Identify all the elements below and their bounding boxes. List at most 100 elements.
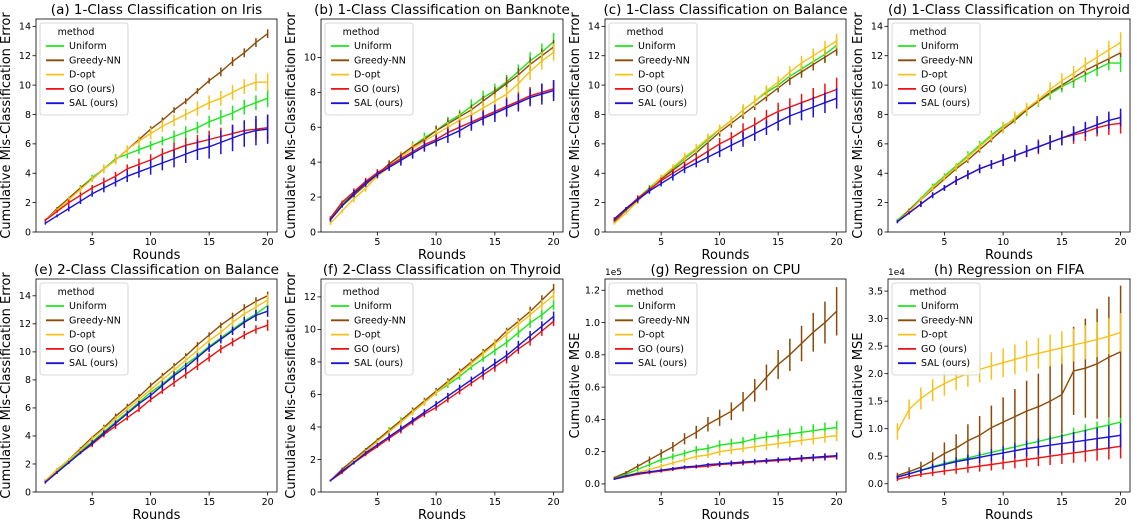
legend-entry: Greedy-NN [638,315,690,326]
series-line [329,288,555,482]
series-line [897,445,1121,480]
plot-frame [887,18,1131,233]
legend-entry: D-opt [69,330,96,341]
series-line [896,41,1121,223]
legend-entry: Greedy-NN [921,315,973,326]
series-d-opt [44,73,269,222]
chart-panel: (e) 2-Class Classification on Balance Cum… [0,262,279,523]
x-tick-label: 20 [831,497,843,508]
series-d-opt [613,33,838,225]
legend-entry: SAL (ours) [921,98,970,109]
series-sal-ours [613,88,838,221]
y-tick-label: 4 [25,431,31,442]
legend: method Uniform Greedy-NN D-opt GO (ours) SAL … [39,282,129,376]
legend-entry: Uniform [354,41,392,52]
x-axis-label: Rounds [702,248,750,263]
series-line [896,122,1121,223]
x-tick-label: 5 [374,497,380,508]
legend-entry: Uniform [921,41,959,52]
y-tick-label: 0 [310,487,316,498]
plot-frame [320,278,564,493]
y-axis-label: Cumulative Mis-Classification Error [0,12,14,239]
x-axis-label: Rounds [133,508,181,523]
y-tick-label: 1.2 [585,286,600,297]
y-scale-label: 1e5 [605,268,622,278]
y-tick-label: 0 [25,227,31,238]
y-tick-label: 1.0 [868,424,883,435]
legend-entry: Greedy-NN [69,315,121,326]
series-line [329,46,555,221]
y-tick-label: 2 [25,459,31,470]
x-tick-label: 10 [145,237,157,248]
y-tick-label: 2 [877,198,883,209]
y-tick-label: 0 [25,487,31,498]
y-tick-label: 0.2 [585,447,600,458]
plot-frame [320,18,564,233]
y-tick-label: 1.0 [585,318,600,329]
legend-entry: GO (ours) [69,84,115,95]
y-tick-label: 3.0 [868,314,883,325]
series-line [44,127,268,221]
y-tick-label: 0 [310,227,316,238]
chart-title: (e) 2-Class Classification on Balance [34,262,279,278]
y-tick-label: 6 [877,139,883,150]
legend-entry: SAL (ours) [638,98,687,109]
x-tick-label: 10 [714,237,726,248]
y-tick-label: 1.5 [868,396,883,407]
y-tick-label: 6 [25,139,31,150]
series-line [330,320,555,482]
plot-frame [35,278,278,493]
y-tick-label: 10 [304,325,316,336]
legend: method Uniform Greedy-NN D-opt GO (ours) SAL … [891,282,981,376]
series-line [44,295,268,482]
y-scale-label: 1e4 [888,268,905,278]
legend-entry: D-opt [921,330,948,341]
series-sal-ours [44,305,269,484]
y-tick-label: 4 [877,169,883,180]
legend-entry: Uniform [638,41,676,52]
series-sal-ours [329,80,555,222]
chart-panel: (f) 2-Class Classification on Thyroid Cum… [284,262,564,523]
chart-panel: (c) 1-Class Classification on Balance Cum… [568,2,848,263]
series-line [329,88,554,219]
x-tick-label: 10 [145,497,157,508]
legend: method Uniform Greedy-NN D-opt GO (ours) SAL … [608,282,698,376]
legend-entry: Greedy-NN [354,55,406,66]
y-tick-label: 6 [310,123,316,134]
legend-title: method [910,27,947,38]
plot-frame [604,18,847,233]
x-axis-label: Rounds [985,248,1033,263]
chart-panel: (d) 1-Class Classification on Thyroid Cum… [851,2,1131,263]
legend-entry: SAL (ours) [69,358,118,369]
legend-entry: Greedy-NN [638,55,690,66]
series-go-ours [896,113,1122,224]
series-line [329,51,555,224]
legend-title: method [343,287,380,298]
series-line [897,421,1121,478]
x-tick-label: 10 [430,237,442,248]
legend: method Uniform Greedy-NN D-opt GO (ours) SAL … [608,22,698,116]
y-tick-label: 14 [19,22,31,33]
x-tick-label: 20 [262,497,274,508]
x-tick-label: 15 [203,237,215,248]
legend-entry: D-opt [638,330,665,341]
series-greedy-nn [613,287,838,479]
legend-title: method [58,27,95,38]
legend-entry: Greedy-NN [69,55,121,66]
series-sal-ours [613,452,838,480]
y-tick-label: 6 [310,390,316,401]
y-axis-label: Cumulative Mis-Classification Error [851,12,866,239]
y-tick-label: 14 [871,22,883,33]
y-axis-label: Cumulative Mis-Classification Error [568,12,583,239]
chart-title: (c) 1-Class Classification on Balance [603,2,847,18]
series-line [896,52,1121,223]
x-tick-label: 5 [374,237,380,248]
x-tick-label: 20 [262,237,274,248]
x-tick-label: 5 [658,237,664,248]
series-line [614,310,838,479]
series-sal-ours [896,423,1122,479]
x-tick-label: 20 [1115,237,1127,248]
y-tick-label: 8 [25,110,31,121]
y-tick-label: 4 [594,169,600,180]
